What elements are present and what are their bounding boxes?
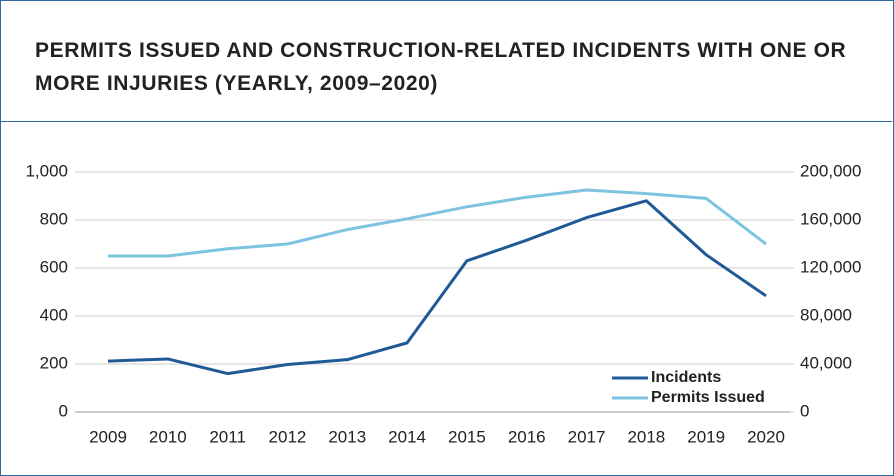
header: PERMITS ISSUED AND CONSTRUCTION-RELATED … bbox=[0, 0, 892, 122]
x-tick-label: 2011 bbox=[209, 427, 246, 446]
x-tick-label: 2010 bbox=[149, 427, 187, 446]
y2-tick-label: 200,000 bbox=[800, 161, 861, 180]
x-tick-label: 2020 bbox=[747, 427, 785, 446]
x-tick-label: 2015 bbox=[448, 427, 486, 446]
legend-label: Incidents bbox=[651, 369, 721, 386]
x-tick-label: 2018 bbox=[627, 427, 665, 446]
y2-tick-label: 0 bbox=[800, 401, 809, 420]
y2-tick-label: 80,000 bbox=[800, 305, 852, 324]
y2-tick-label: 40,000 bbox=[800, 353, 852, 372]
x-tick-label: 2017 bbox=[568, 427, 606, 446]
y-tick-label: 400 bbox=[40, 305, 68, 324]
y-tick-label: 200 bbox=[40, 353, 68, 372]
y-tick-label: 600 bbox=[40, 257, 68, 276]
y-tick-label: 0 bbox=[59, 401, 68, 420]
x-tick-label: 2016 bbox=[508, 427, 546, 446]
y2-tick-label: 160,000 bbox=[800, 209, 861, 228]
x-tick-label: 2014 bbox=[388, 427, 426, 446]
x-tick-label: 2019 bbox=[687, 427, 725, 446]
y-tick-label: 1,000 bbox=[25, 161, 68, 180]
series-line bbox=[108, 188, 767, 258]
x-tick-label: 2009 bbox=[89, 427, 127, 446]
x-tick-label: 2013 bbox=[328, 427, 366, 446]
y2-tick-label: 120,000 bbox=[800, 257, 861, 276]
chart-title: PERMITS ISSUED AND CONSTRUCTION-RELATED … bbox=[35, 39, 847, 95]
y-tick-label: 800 bbox=[40, 209, 68, 228]
x-tick-label: 2012 bbox=[269, 427, 307, 446]
legend-label: Permits Issued bbox=[651, 389, 765, 406]
series-line bbox=[107, 199, 767, 376]
